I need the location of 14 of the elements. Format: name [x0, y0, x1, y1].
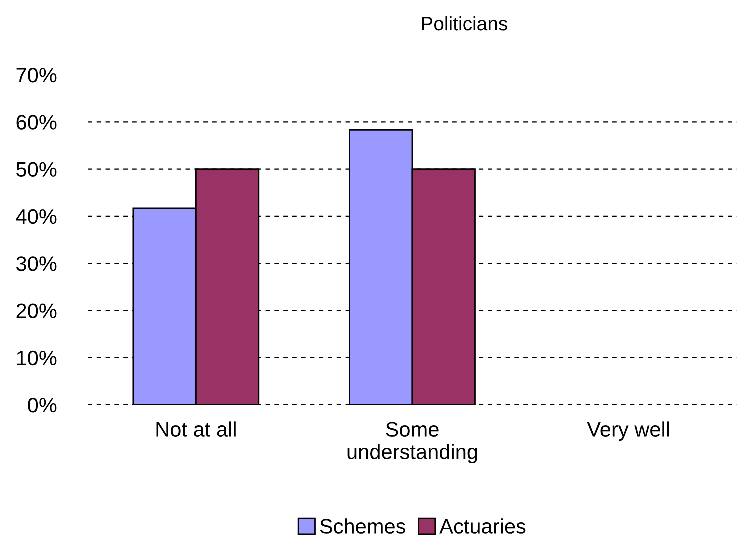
- y-tick-label: 50%: [16, 162, 57, 178]
- legend-label: Schemes: [320, 518, 406, 534]
- x-tick-label: Not at all: [156, 422, 236, 437]
- x-tick-label: Some understanding: [348, 422, 478, 464]
- y-tick-label: 40%: [16, 209, 57, 224]
- y-tick-label: 0%: [28, 398, 57, 413]
- chart-title: Politicians: [422, 16, 508, 31]
- y-tick-label: 60%: [16, 115, 57, 130]
- y-tick-label: 10%: [17, 350, 57, 366]
- y-tick-label: 30%: [16, 256, 57, 272]
- y-tick-label: 20%: [16, 304, 57, 318]
- y-tick-label: 70%: [16, 68, 57, 83]
- legend-label: Actuaries: [440, 518, 526, 534]
- x-tick-label: Very well: [587, 422, 670, 442]
